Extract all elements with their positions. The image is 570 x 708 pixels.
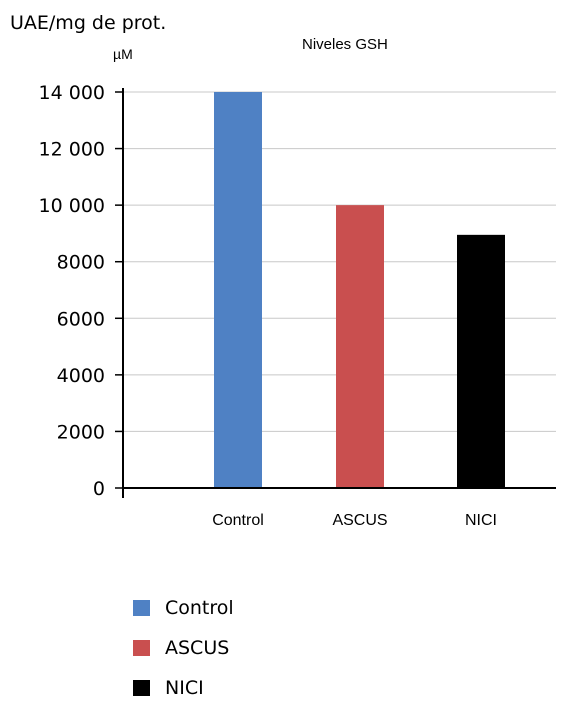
y-axis-label: µM <box>113 46 133 62</box>
legend-swatch-nici <box>133 680 150 696</box>
legend-item-nici: NICI <box>133 668 234 708</box>
chart-title: Niveles GSH <box>302 36 388 53</box>
x-tick-label: ASCUS <box>332 512 387 529</box>
unit-label: UAE/mg de prot. <box>10 12 167 34</box>
y-tick-label: 12 000 <box>39 139 105 161</box>
y-tick-label: 0 <box>93 478 105 500</box>
y-tick-label: 4000 <box>57 365 105 387</box>
legend-item-ascus: ASCUS <box>133 628 234 668</box>
legend-swatch-control <box>133 600 150 616</box>
legend-swatch-ascus <box>133 640 150 656</box>
legend-label: ASCUS <box>165 637 230 659</box>
legend-label: Control <box>165 597 234 619</box>
bar-control <box>214 92 262 488</box>
x-tick-label: NICI <box>465 512 497 529</box>
y-tick-label: 14 000 <box>39 82 105 104</box>
bar-chart: 0 2000 4000 6000 8000 10 000 12 000 14 000 Contr… <box>39 82 556 529</box>
legend-item-control: Control <box>133 588 234 628</box>
y-tick-label: 10 000 <box>39 195 105 217</box>
y-tick-label: 2000 <box>57 421 105 443</box>
legend-label: NICI <box>165 677 204 699</box>
x-tick-label: Control <box>212 512 264 529</box>
bar-nici <box>457 234 505 488</box>
chart-legend: Control ASCUS NICI <box>133 588 234 708</box>
y-tick-label: 6000 <box>57 308 105 330</box>
bar-ascus <box>336 205 384 488</box>
y-tick-label: 8000 <box>57 252 105 274</box>
